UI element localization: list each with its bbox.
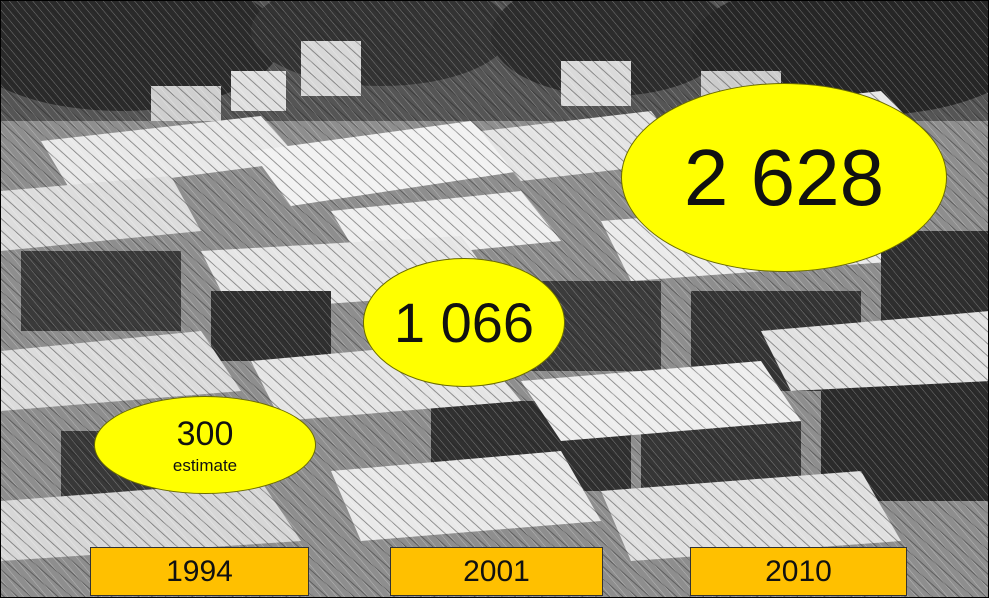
year-label-2010: 2010 — [690, 547, 907, 596]
value-bubble-1994: 300 estimate — [94, 396, 316, 494]
value-2001: 1 066 — [393, 290, 535, 354]
value-bubble-2001: 1 066 — [363, 258, 565, 387]
value-note-1994: estimate — [172, 455, 238, 475]
year-label-2001: 2001 — [390, 547, 603, 596]
value-bubble-2010: 2 628 — [621, 83, 947, 272]
value-2010: 2 628 — [683, 132, 885, 222]
year-label-1994: 1994 — [90, 547, 309, 596]
value-1994: 300 — [176, 414, 234, 453]
